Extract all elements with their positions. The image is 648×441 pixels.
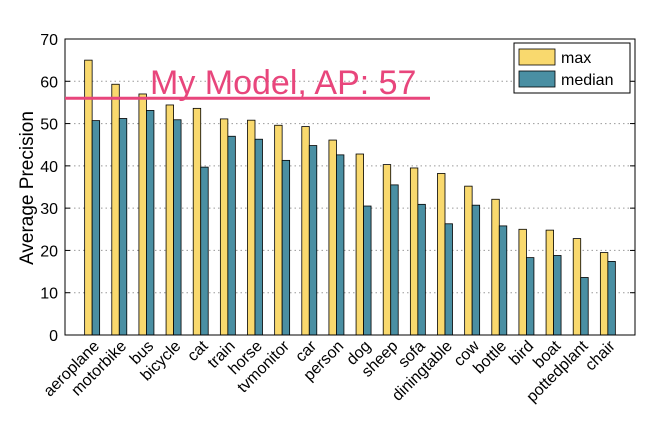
reference-line-label: My Model, AP: 57: [150, 64, 416, 102]
bar-max-chair: [599, 252, 609, 336]
legend-label-median: median: [561, 72, 613, 89]
plot-frame: [64, 38, 636, 336]
reference-line: My Model, AP: 57: [65, 64, 430, 102]
y-tick-label: 50: [40, 117, 58, 134]
bar-max-bottle: [491, 198, 500, 336]
bar-median-motorbike: [118, 118, 128, 336]
bar-max-dog: [355, 153, 364, 336]
y-tick-label: 40: [40, 159, 58, 176]
y-tick-label: 0: [49, 328, 58, 345]
y-tick-labels: 0 10 20 30 40 50 60 70: [40, 32, 58, 345]
bar-median-pottedplant: [580, 277, 589, 336]
bar-max-cow: [464, 185, 473, 336]
bar-max-tvmonitor: [274, 124, 283, 336]
bar-median-horse: [254, 138, 263, 336]
y-tick-label: 20: [40, 243, 58, 260]
y-tick-label: 30: [40, 201, 58, 218]
axes: [64, 38, 636, 336]
y-axis-label: Average Precision: [17, 111, 38, 265]
bar-max-bird: [518, 228, 527, 336]
bar-max-bus: [138, 93, 147, 336]
bar-median-person: [336, 154, 345, 336]
legend-swatch-median: [518, 70, 556, 88]
bar-max-pottedplant: [572, 238, 582, 336]
bar-max-person: [328, 139, 337, 336]
bar-median-car: [308, 145, 318, 336]
bar-max-horse: [247, 119, 256, 336]
bar-median-bottle: [498, 225, 508, 336]
bar-median-chair: [607, 261, 616, 336]
x-tick-label-bird: bird: [506, 338, 537, 369]
legend-label-max: max: [561, 50, 591, 67]
bar-max-cat: [192, 107, 202, 336]
bar-median-boat: [553, 255, 562, 336]
legend: max median: [513, 42, 631, 94]
bar-max-bicycle: [165, 104, 174, 336]
bar-median-dog: [363, 205, 372, 336]
bar-max-motorbike: [111, 83, 120, 336]
bar-median-sheep: [390, 184, 399, 336]
bar-median-bird: [526, 257, 535, 336]
bar-max-sofa: [409, 167, 419, 336]
y-tick-label: 10: [40, 286, 58, 303]
bars: [84, 59, 616, 336]
bar-max-boat: [545, 229, 554, 336]
bar-median-sofa: [417, 203, 426, 336]
bar-median-bus: [146, 110, 155, 336]
bar-median-aeroplane: [91, 120, 101, 336]
bar-median-cow: [471, 204, 481, 336]
bar-max-train: [219, 118, 229, 336]
x-tick-label-chair: chair: [582, 337, 619, 374]
y-tick-label: 60: [40, 74, 58, 91]
y-tick-label: 70: [40, 32, 58, 49]
bar-median-cat: [200, 166, 209, 336]
bar-median-bicycle: [173, 119, 182, 336]
legend-swatch-max: [518, 48, 556, 66]
bar-max-aeroplane: [84, 59, 93, 336]
bar-median-diningtable: [444, 223, 453, 336]
bar-median-train: [227, 135, 236, 336]
bar-max-car: [301, 126, 310, 336]
bar-max-diningtable: [437, 173, 446, 336]
bar-max-sheep: [382, 164, 392, 336]
bar-median-tvmonitor: [281, 159, 291, 336]
